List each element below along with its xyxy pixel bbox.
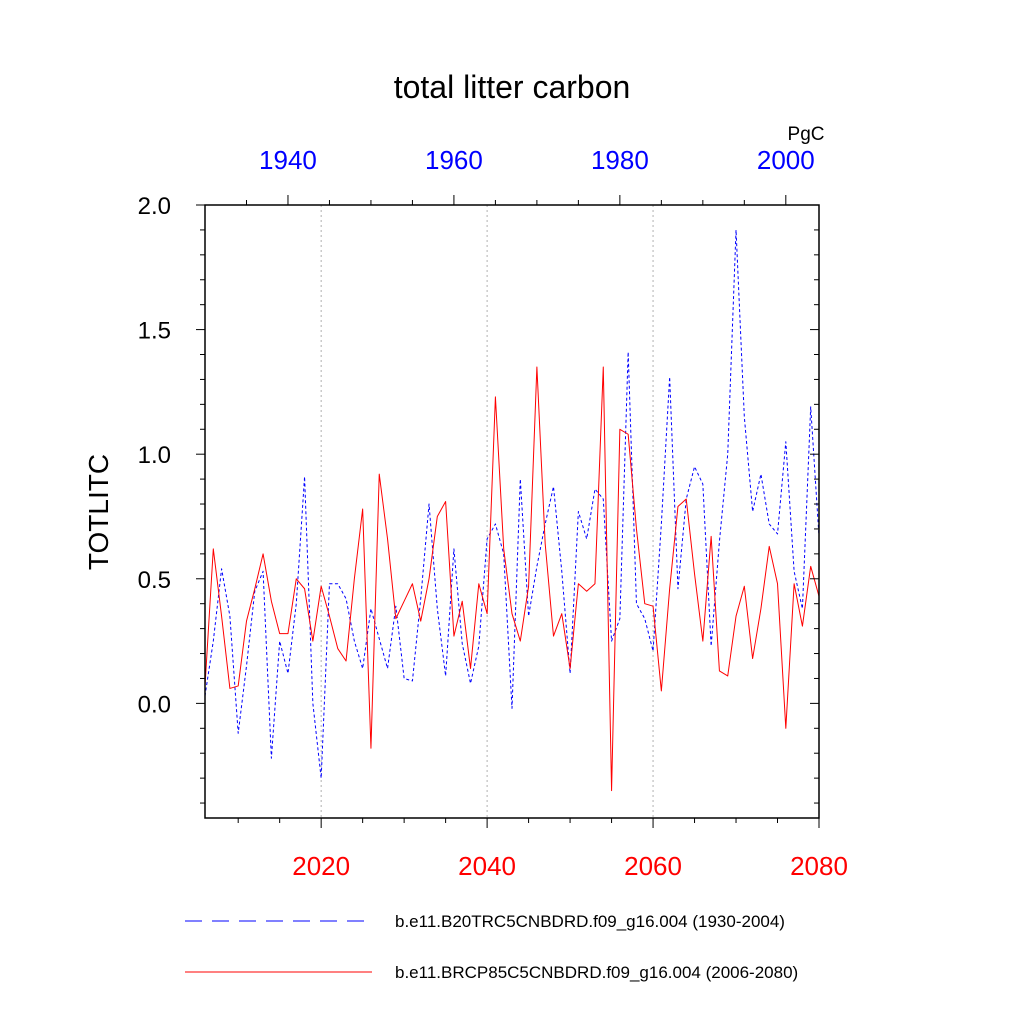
plot-frame	[204, 204, 820, 819]
y-tick-label: 0.5	[138, 567, 171, 594]
x-top-tick-label: 1940	[259, 145, 317, 175]
series-historical-line	[204, 229, 820, 779]
x-top-tick-label: 1980	[591, 145, 649, 175]
axis-ticks	[196, 195, 820, 828]
x-top-tick-label: 1960	[425, 145, 483, 175]
legend-label-rcp85: b.e11.BRCP85C5CNBDRD.f09_g16.004 (2006-2…	[395, 963, 798, 982]
units-label: PgC	[788, 124, 825, 145]
x-bottom-tick-label: 2060	[624, 851, 682, 881]
chart-title: total litter carbon	[394, 69, 631, 105]
y-tick-label: 1.5	[138, 318, 171, 345]
legend-label-historical: b.e11.B20TRC5CNBDRD.f09_g16.004 (1930-20…	[395, 912, 785, 931]
y-tick-label: 2.0	[138, 193, 171, 220]
series-lines	[204, 229, 820, 792]
top-axis-tick-labels: 1940 1960 1980 2000	[259, 145, 815, 175]
legend: b.e11.B20TRC5CNBDRD.f09_g16.004 (1930-20…	[185, 912, 798, 982]
y-tick-label: 0.0	[138, 691, 171, 718]
y-tick-label: 1.0	[138, 442, 171, 469]
series-rcp85-line	[204, 366, 820, 792]
x-top-tick-label: 2000	[757, 145, 815, 175]
y-axis-label: TOTLITC	[83, 454, 114, 570]
bottom-axis-tick-labels: 2020 2040 2060 2080	[292, 851, 848, 881]
x-bottom-tick-label: 2020	[292, 851, 350, 881]
y-tick-labels: 2.0 1.5 1.0 0.5 0.0	[138, 193, 171, 718]
x-bottom-tick-label: 2080	[790, 851, 848, 881]
grid-lines	[320, 205, 654, 818]
x-bottom-tick-label: 2040	[458, 851, 516, 881]
